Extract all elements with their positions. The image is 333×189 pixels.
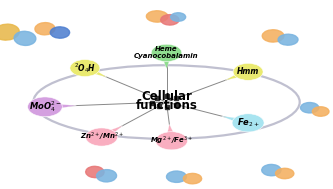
Polygon shape xyxy=(225,69,251,80)
Text: Mg$^{2+}$/Fe$^{3+}$: Mg$^{2+}$/Fe$^{3+}$ xyxy=(150,135,193,147)
Ellipse shape xyxy=(183,173,202,184)
Circle shape xyxy=(86,128,118,146)
Ellipse shape xyxy=(275,168,294,179)
Ellipse shape xyxy=(278,34,298,45)
Text: Zn$^{2+}$/Mn$^{2+}$: Zn$^{2+}$/Mn$^{2+}$ xyxy=(80,131,124,143)
Polygon shape xyxy=(82,65,107,77)
Ellipse shape xyxy=(0,24,19,40)
Ellipse shape xyxy=(97,170,117,182)
Ellipse shape xyxy=(166,171,186,182)
Ellipse shape xyxy=(312,107,329,116)
Polygon shape xyxy=(45,103,77,111)
Text: Fe$_{2+}$: Fe$_{2+}$ xyxy=(237,117,259,129)
Text: MoO$_4^{2-}$: MoO$_4^{2-}$ xyxy=(29,99,61,114)
Text: $^2$O$_4$H: $^2$O$_4$H xyxy=(74,61,96,75)
Text: Hmm: Hmm xyxy=(237,67,259,76)
Polygon shape xyxy=(221,116,250,126)
Ellipse shape xyxy=(262,30,284,42)
Ellipse shape xyxy=(300,102,319,113)
Ellipse shape xyxy=(50,27,70,38)
Ellipse shape xyxy=(14,31,36,45)
Polygon shape xyxy=(97,126,123,139)
Ellipse shape xyxy=(86,166,104,178)
Polygon shape xyxy=(166,124,177,141)
Ellipse shape xyxy=(35,23,55,35)
Text: Heme
Cyanocobalamin: Heme Cyanocobalamin xyxy=(134,46,199,59)
Circle shape xyxy=(232,114,264,132)
Circle shape xyxy=(70,60,100,77)
Circle shape xyxy=(233,63,263,80)
Text: functions: functions xyxy=(136,99,197,112)
Circle shape xyxy=(156,132,187,150)
Text: Cellular: Cellular xyxy=(141,90,192,103)
Ellipse shape xyxy=(147,11,168,22)
Ellipse shape xyxy=(262,164,281,176)
Circle shape xyxy=(151,44,182,62)
Circle shape xyxy=(28,97,62,117)
Ellipse shape xyxy=(170,13,186,21)
Ellipse shape xyxy=(161,15,179,25)
Polygon shape xyxy=(161,53,172,69)
